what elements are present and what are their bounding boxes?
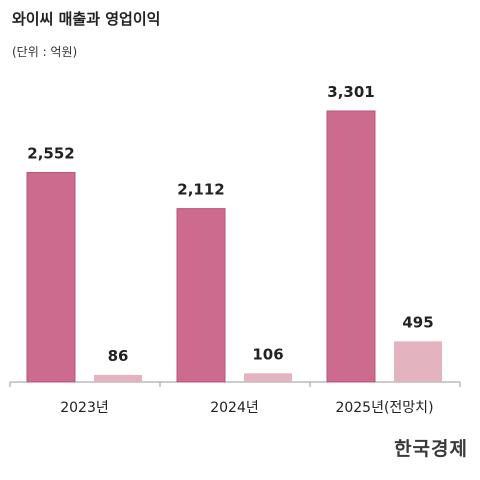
operating-profit-value-label-1: 106 (252, 345, 283, 363)
publisher-logo: 한국경제 (394, 438, 468, 460)
revenue-bar-0 (26, 171, 76, 383)
x-tick-label-0: 2023년 (60, 400, 109, 416)
operating-profit-bar-2 (394, 341, 442, 382)
revenue-value-label-1: 2,112 (177, 181, 224, 199)
revenue-bar-2 (326, 110, 376, 383)
x-tick-label-1: 2024년 (210, 400, 259, 416)
revenue-value-label-0: 2,552 (27, 144, 74, 162)
revenue-value-label-2: 3,301 (327, 83, 374, 101)
x-tick-label-2: 2025년(전망치) (335, 400, 433, 416)
operating-profit-value-label-0: 86 (108, 347, 129, 365)
operating-profit-bar-0 (94, 374, 142, 382)
operating-profit-bar-1 (244, 373, 292, 382)
chart-title: 와이씨 매출과 영업이익 (12, 10, 161, 28)
revenue-bar-1 (176, 208, 226, 383)
operating-profit-value-label-2: 495 (402, 313, 433, 331)
unit-label: (단위 : 억원) (12, 45, 78, 59)
